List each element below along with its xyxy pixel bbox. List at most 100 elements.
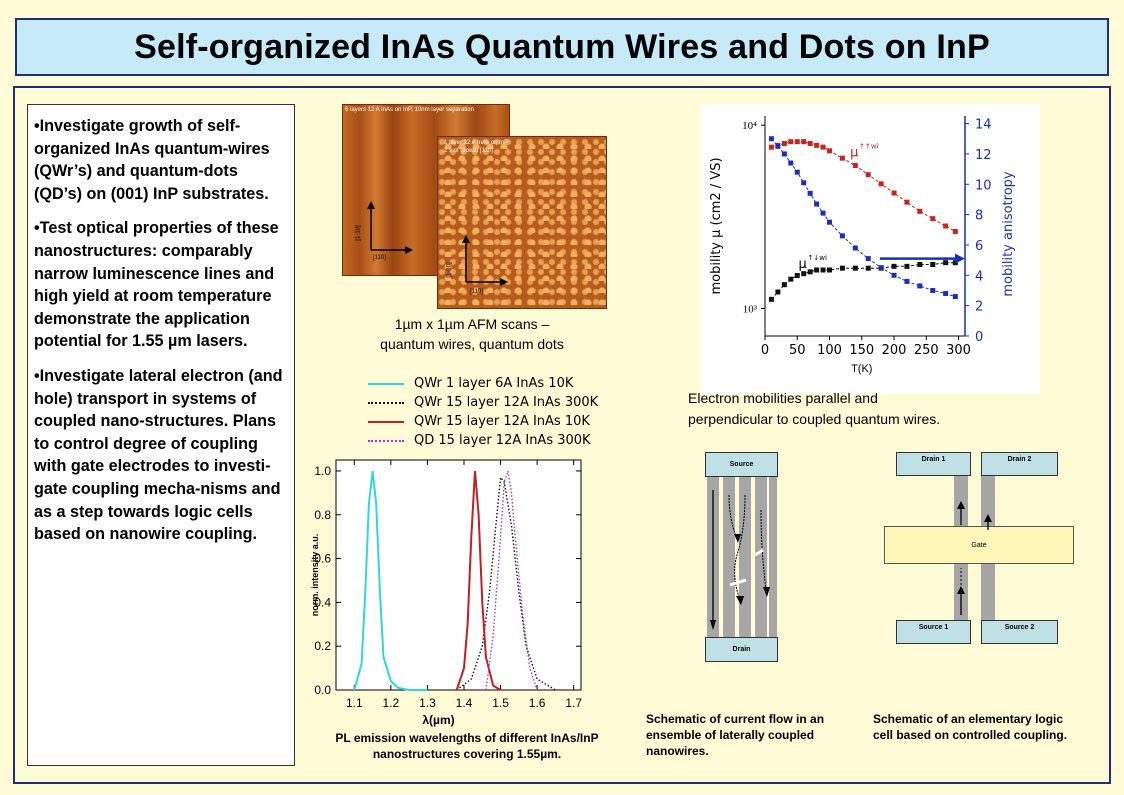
mob-anisotropy-line	[771, 138, 956, 298]
pl-caption-line2: nanostructures covering 1.55µm.	[372, 747, 562, 761]
mob-x-tick-label: 250	[914, 343, 939, 358]
pl-y-tick-label: 0.2	[314, 639, 331, 653]
mob-parallel-point	[943, 223, 949, 229]
mob-anisotropy-point	[781, 151, 787, 157]
mob-parallel-point	[768, 144, 774, 150]
mob-perpendicular-point	[820, 267, 826, 273]
bullet-text-growth: •Investigate growth of self-organized In…	[34, 117, 270, 203]
mob-perpendicular-point	[917, 262, 923, 267]
schematic1-caption: Schematic of current flow in an ensemble…	[646, 711, 856, 759]
mob-perpendicular-point	[768, 296, 774, 302]
mob-perpendicular-point	[891, 263, 897, 269]
afm-image2-label-line1: 1 layer 12 A InAs on InP	[444, 140, 509, 146]
logic-cell-arrows	[957, 501, 992, 615]
mob-anisotropy-point	[794, 169, 800, 175]
mob-x-tick-label: 100	[817, 343, 842, 358]
mob-parallel-point	[794, 139, 800, 145]
mob-perpendicular-point	[788, 276, 794, 282]
current-flow-arrows	[710, 490, 770, 630]
mob-parallel-point	[814, 142, 820, 148]
mob-y-right-tick-label: 8	[975, 209, 983, 224]
legend-swatch-black-dotted	[368, 401, 404, 404]
mob-parallel-point	[807, 141, 813, 146]
pl-legend: QWr 1 layer 6A InAs 10K QWr 15 layer 12A…	[368, 374, 608, 450]
afm-axis-label-horizontal: [110]	[373, 255, 386, 261]
mob-x-axis-label: T(K)	[851, 363, 872, 375]
mob-parallel-point	[891, 190, 897, 196]
afm-caption: 1µm x 1µm AFM scans – quantum wires, qua…	[332, 314, 612, 354]
schematic1-caption-line2: ensemble of laterally coupled	[646, 728, 815, 742]
mob-x-tick-label: 300	[946, 343, 971, 358]
mobility-chart-area	[700, 104, 1040, 394]
mob-y-left-tick-label: 10³	[743, 304, 758, 316]
legend-entry: QWr 1 layer 6A InAs 10K	[368, 374, 608, 393]
schematic2-caption-line2: cell based on controlled coupling.	[873, 728, 1068, 742]
legend-label: QD 15 layer 12A InAs 300K	[414, 433, 591, 448]
pl-plot-frame	[335, 459, 582, 691]
pl-x-tick-label: 1.1	[346, 696, 363, 710]
mob-parallel-line	[771, 141, 956, 232]
mob-parallel-point	[781, 141, 787, 146]
mob-perpendicular-point	[904, 263, 910, 269]
mob-parallel-point	[852, 163, 858, 168]
mob-parallel-point	[952, 229, 958, 234]
pl-caption-line1: PL emission wavelengths of different InA…	[335, 731, 599, 745]
pl-x-tick-label: 1.6	[529, 696, 546, 710]
afm-caption-line2: quantum wires, quantum dots	[380, 336, 564, 352]
nanowire	[723, 477, 735, 637]
gate-box: Gate	[884, 526, 1074, 564]
source1-label: Source 1	[918, 624, 949, 631]
schematic2-caption: Schematic of an elementary logic cell ba…	[873, 711, 1103, 743]
afm-image1-label: 6 layers 12 A InAs on InP, 10nm layer se…	[345, 107, 474, 113]
legend-entry: QWr 15 layer 12A InAs 10K	[368, 412, 608, 431]
pl-y-tick-label: 1.0	[314, 464, 331, 478]
mob-anisotropy-point	[814, 201, 820, 207]
pl-x-tick-label: 1.5	[492, 696, 509, 710]
schematic-current-flow: Source Drain	[700, 450, 780, 665]
legend-swatch-red	[368, 420, 404, 423]
drain-box: Drain	[705, 637, 778, 662]
pl-caption: PL emission wavelengths of different InA…	[302, 730, 632, 762]
mobility-caption: Electron mobilities parallel and perpend…	[688, 388, 1048, 430]
bullet-item: •Investigate growth of self-organized In…	[34, 115, 288, 205]
mob-parallel-point	[839, 155, 845, 161]
mob-anisotropy-point	[878, 265, 884, 271]
mob-parallel-point	[904, 199, 910, 205]
mob-parallel-label: µ	[850, 145, 858, 160]
mob-anisotropy-point	[768, 136, 774, 142]
mob-perpendicular-point	[852, 265, 858, 271]
mob-parallel-point	[917, 208, 923, 214]
mob-parallel-point	[801, 139, 807, 145]
pl-y-axis-label: norm. intensity a.u.	[310, 534, 320, 617]
schematic1-caption-line3: nanowires.	[646, 744, 709, 758]
mob-anisotropy-point	[865, 256, 871, 262]
drain1-box: Drain 1	[896, 452, 971, 476]
mob-perpendicular-point	[807, 269, 813, 275]
mob-anisotropy-point	[930, 287, 936, 293]
bullet-panel: •Investigate growth of self-organized In…	[27, 104, 295, 766]
mob-parallel-point	[878, 181, 884, 187]
mob-perpendicular-point	[794, 273, 800, 278]
mob-parallel-point	[820, 144, 826, 150]
legend-label: QWr 1 layer 6A InAs 10K	[414, 376, 574, 391]
schematic-logic-cell: Drain 1 Drain 2 Gate Source 1 Source 2	[882, 450, 1077, 650]
mob-anisotropy-point	[801, 180, 807, 186]
mob-anisotropy-point	[839, 233, 845, 239]
mob-y-right-tick-label: 10	[975, 178, 992, 193]
bullet-text-transport: •Investigate lateral electron (and hole)…	[34, 366, 283, 544]
source1-box: Source 1	[896, 620, 971, 644]
legend-entry: QWr 15 layer 12A InAs 300K	[368, 393, 608, 412]
mob-perpendicular-label: µ	[799, 257, 807, 272]
pl-y-tick-label: 0.6	[314, 552, 331, 566]
pl-x-tick-label: 1.7	[565, 696, 582, 710]
pl-series-line	[485, 470, 538, 691]
mob-perpendicular-point	[801, 271, 807, 277]
drain2-box: Drain 2	[981, 452, 1058, 476]
afm-caption-line1: 1µm x 1µm AFM scans –	[394, 316, 550, 332]
mob-y-right-tick-label: 12	[975, 148, 992, 163]
source-box: Source	[705, 452, 778, 477]
pl-y-tick-label: 0.0	[314, 683, 331, 697]
pl-x-axis-label: λ(µm)	[422, 713, 454, 727]
mob-y-right-tick-label: 14	[975, 118, 992, 133]
mob-perpendicular-point	[775, 289, 781, 295]
